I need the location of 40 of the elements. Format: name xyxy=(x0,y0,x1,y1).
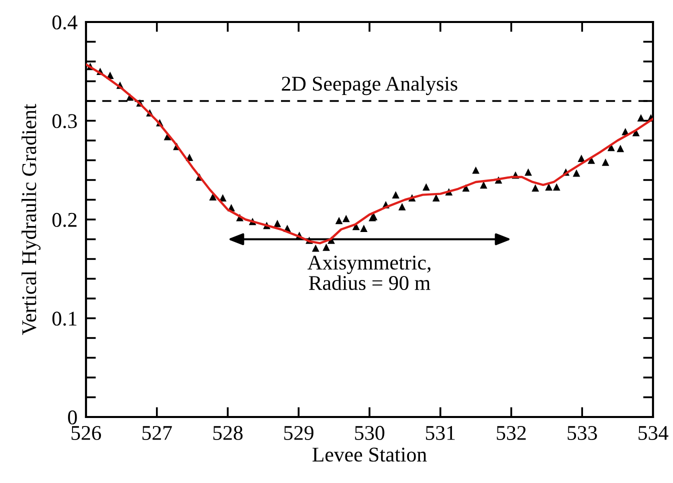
x-tick-label: 528 xyxy=(213,426,243,440)
y-tick-label: 0.3 xyxy=(52,114,77,128)
ref-line-label: 2D Seepage Analysis xyxy=(282,76,458,96)
point xyxy=(209,193,217,200)
point xyxy=(532,184,540,192)
point xyxy=(322,243,330,251)
point xyxy=(552,183,560,191)
point xyxy=(602,158,610,166)
point xyxy=(392,191,400,198)
point xyxy=(335,216,343,224)
annotation: Axisymmetric, Radius = 90 m xyxy=(308,256,430,290)
point xyxy=(637,114,645,122)
point xyxy=(422,183,430,191)
x-tick-label: 530 xyxy=(355,426,384,440)
x-axis-title: Levee Station xyxy=(312,448,427,462)
point xyxy=(432,194,440,202)
y-axis-title: Vertical Hydraulic Gradient xyxy=(22,104,41,335)
x-tick-label: 532 xyxy=(496,426,526,440)
point xyxy=(342,214,350,222)
point xyxy=(472,166,480,174)
point xyxy=(480,181,488,189)
y-tick-label: 0.2 xyxy=(52,212,77,228)
x-tick-label: 527 xyxy=(142,426,172,440)
y-tick-label: 0 xyxy=(68,410,77,424)
x-tick-label: 529 xyxy=(284,426,314,440)
line-series xyxy=(86,63,653,244)
point xyxy=(360,224,368,232)
x-tick-label: 531 xyxy=(426,426,455,440)
point xyxy=(572,169,580,177)
x-tick-label: 534 xyxy=(638,426,668,440)
y-tick-label: 0.1 xyxy=(52,312,76,326)
point xyxy=(545,183,552,191)
x-tick-label: 533 xyxy=(568,426,597,440)
point xyxy=(398,202,406,210)
point xyxy=(616,144,624,152)
point xyxy=(524,168,532,176)
point xyxy=(274,220,282,228)
y-tick-label: 0.4 xyxy=(52,15,78,30)
point xyxy=(312,244,320,252)
x-tick-label: 526 xyxy=(72,426,102,440)
